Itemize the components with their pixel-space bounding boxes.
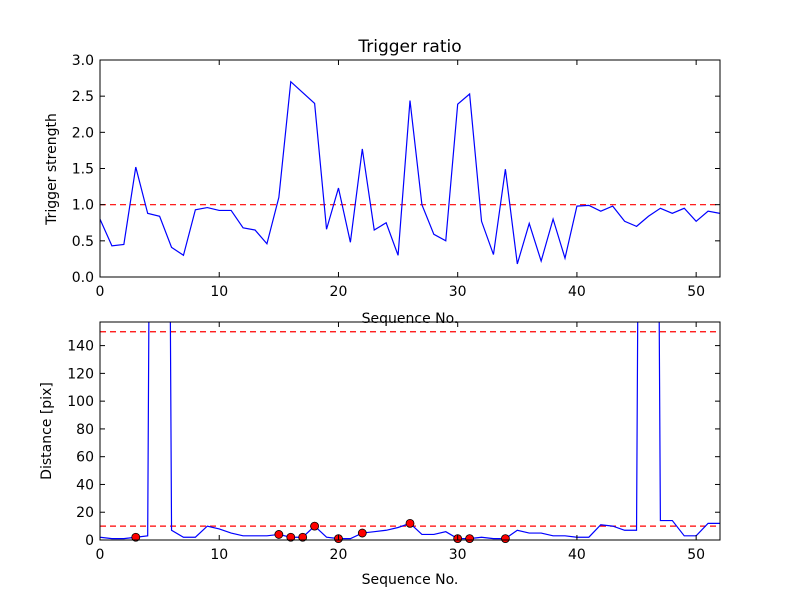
y-axis-label: Trigger strength [44, 113, 60, 226]
x-tick-label: 20 [330, 547, 348, 563]
y-tick-label: 0 [85, 533, 94, 549]
plot-frame [99, 59, 721, 278]
x-tick-label: 50 [687, 547, 705, 563]
y-tick-label: 0.0 [72, 270, 94, 286]
y-tick-label: 2.0 [72, 125, 94, 141]
data-point-marker [500, 534, 510, 544]
series-line [100, 322, 720, 540]
x-tick-label: 40 [568, 547, 586, 563]
data-point-marker [286, 532, 296, 542]
data-point-marker [298, 532, 308, 542]
y-tick-label: 100 [67, 394, 94, 410]
data-point-marker [405, 518, 415, 528]
y-tick-label: 60 [76, 450, 94, 466]
distance-panel: 0 10 20 30 40 50 0 20 40 60 80 100 120 140 Sequence N… [39, 321, 721, 588]
series-line [100, 80, 720, 265]
data-point-marker [274, 530, 284, 539]
x-tick-label: 0 [96, 547, 105, 563]
x-tick-label: 10 [210, 547, 228, 563]
x-tick-label: 50 [687, 284, 705, 300]
data-point-marker [357, 528, 367, 538]
x-tick-label: 30 [449, 284, 467, 300]
data-point-marker [131, 532, 141, 542]
x-tick-label: 0 [96, 284, 105, 300]
y-axis-label: Distance [pix] [39, 382, 55, 480]
y-tick-label: 80 [76, 422, 94, 438]
x-tick-label: 20 [330, 284, 348, 300]
trigger-ratio-panel: Trigger ratio 0 10 20 30 40 50 0.0 0.5 1.0 1.5 2.0… [44, 37, 721, 327]
y-tick-label: 1.5 [72, 162, 94, 178]
y-tick-label: 20 [76, 505, 94, 521]
chart-title: Trigger ratio [357, 37, 461, 57]
x-axis-label: Sequence No. [362, 572, 459, 588]
y-tick-label: 120 [67, 366, 94, 382]
x-tick-label: 10 [210, 284, 228, 300]
plot-frame [99, 321, 721, 541]
trigger-ratio-plot-area: 0 10 20 30 40 50 0.0 0.5 1.0 1.5 2.0 2.5 3.0 [72, 53, 721, 300]
x-tick-label: 30 [449, 547, 467, 563]
x-axis-label: Sequence No. [362, 311, 459, 327]
data-point-marker [465, 534, 475, 544]
data-point-marker [310, 521, 320, 531]
y-tick-label: 40 [76, 477, 94, 493]
y-tick-label: 2.5 [72, 89, 94, 105]
y-tick-label: 3.0 [72, 53, 94, 69]
distance-plot-area: 0 10 20 30 40 50 0 20 40 60 80 100 120 140 [67, 321, 721, 563]
x-tick-label: 40 [568, 284, 586, 300]
y-tick-label: 140 [67, 339, 94, 355]
y-tick-label: 1.0 [72, 198, 94, 214]
y-tick-label: 0.5 [72, 234, 94, 250]
